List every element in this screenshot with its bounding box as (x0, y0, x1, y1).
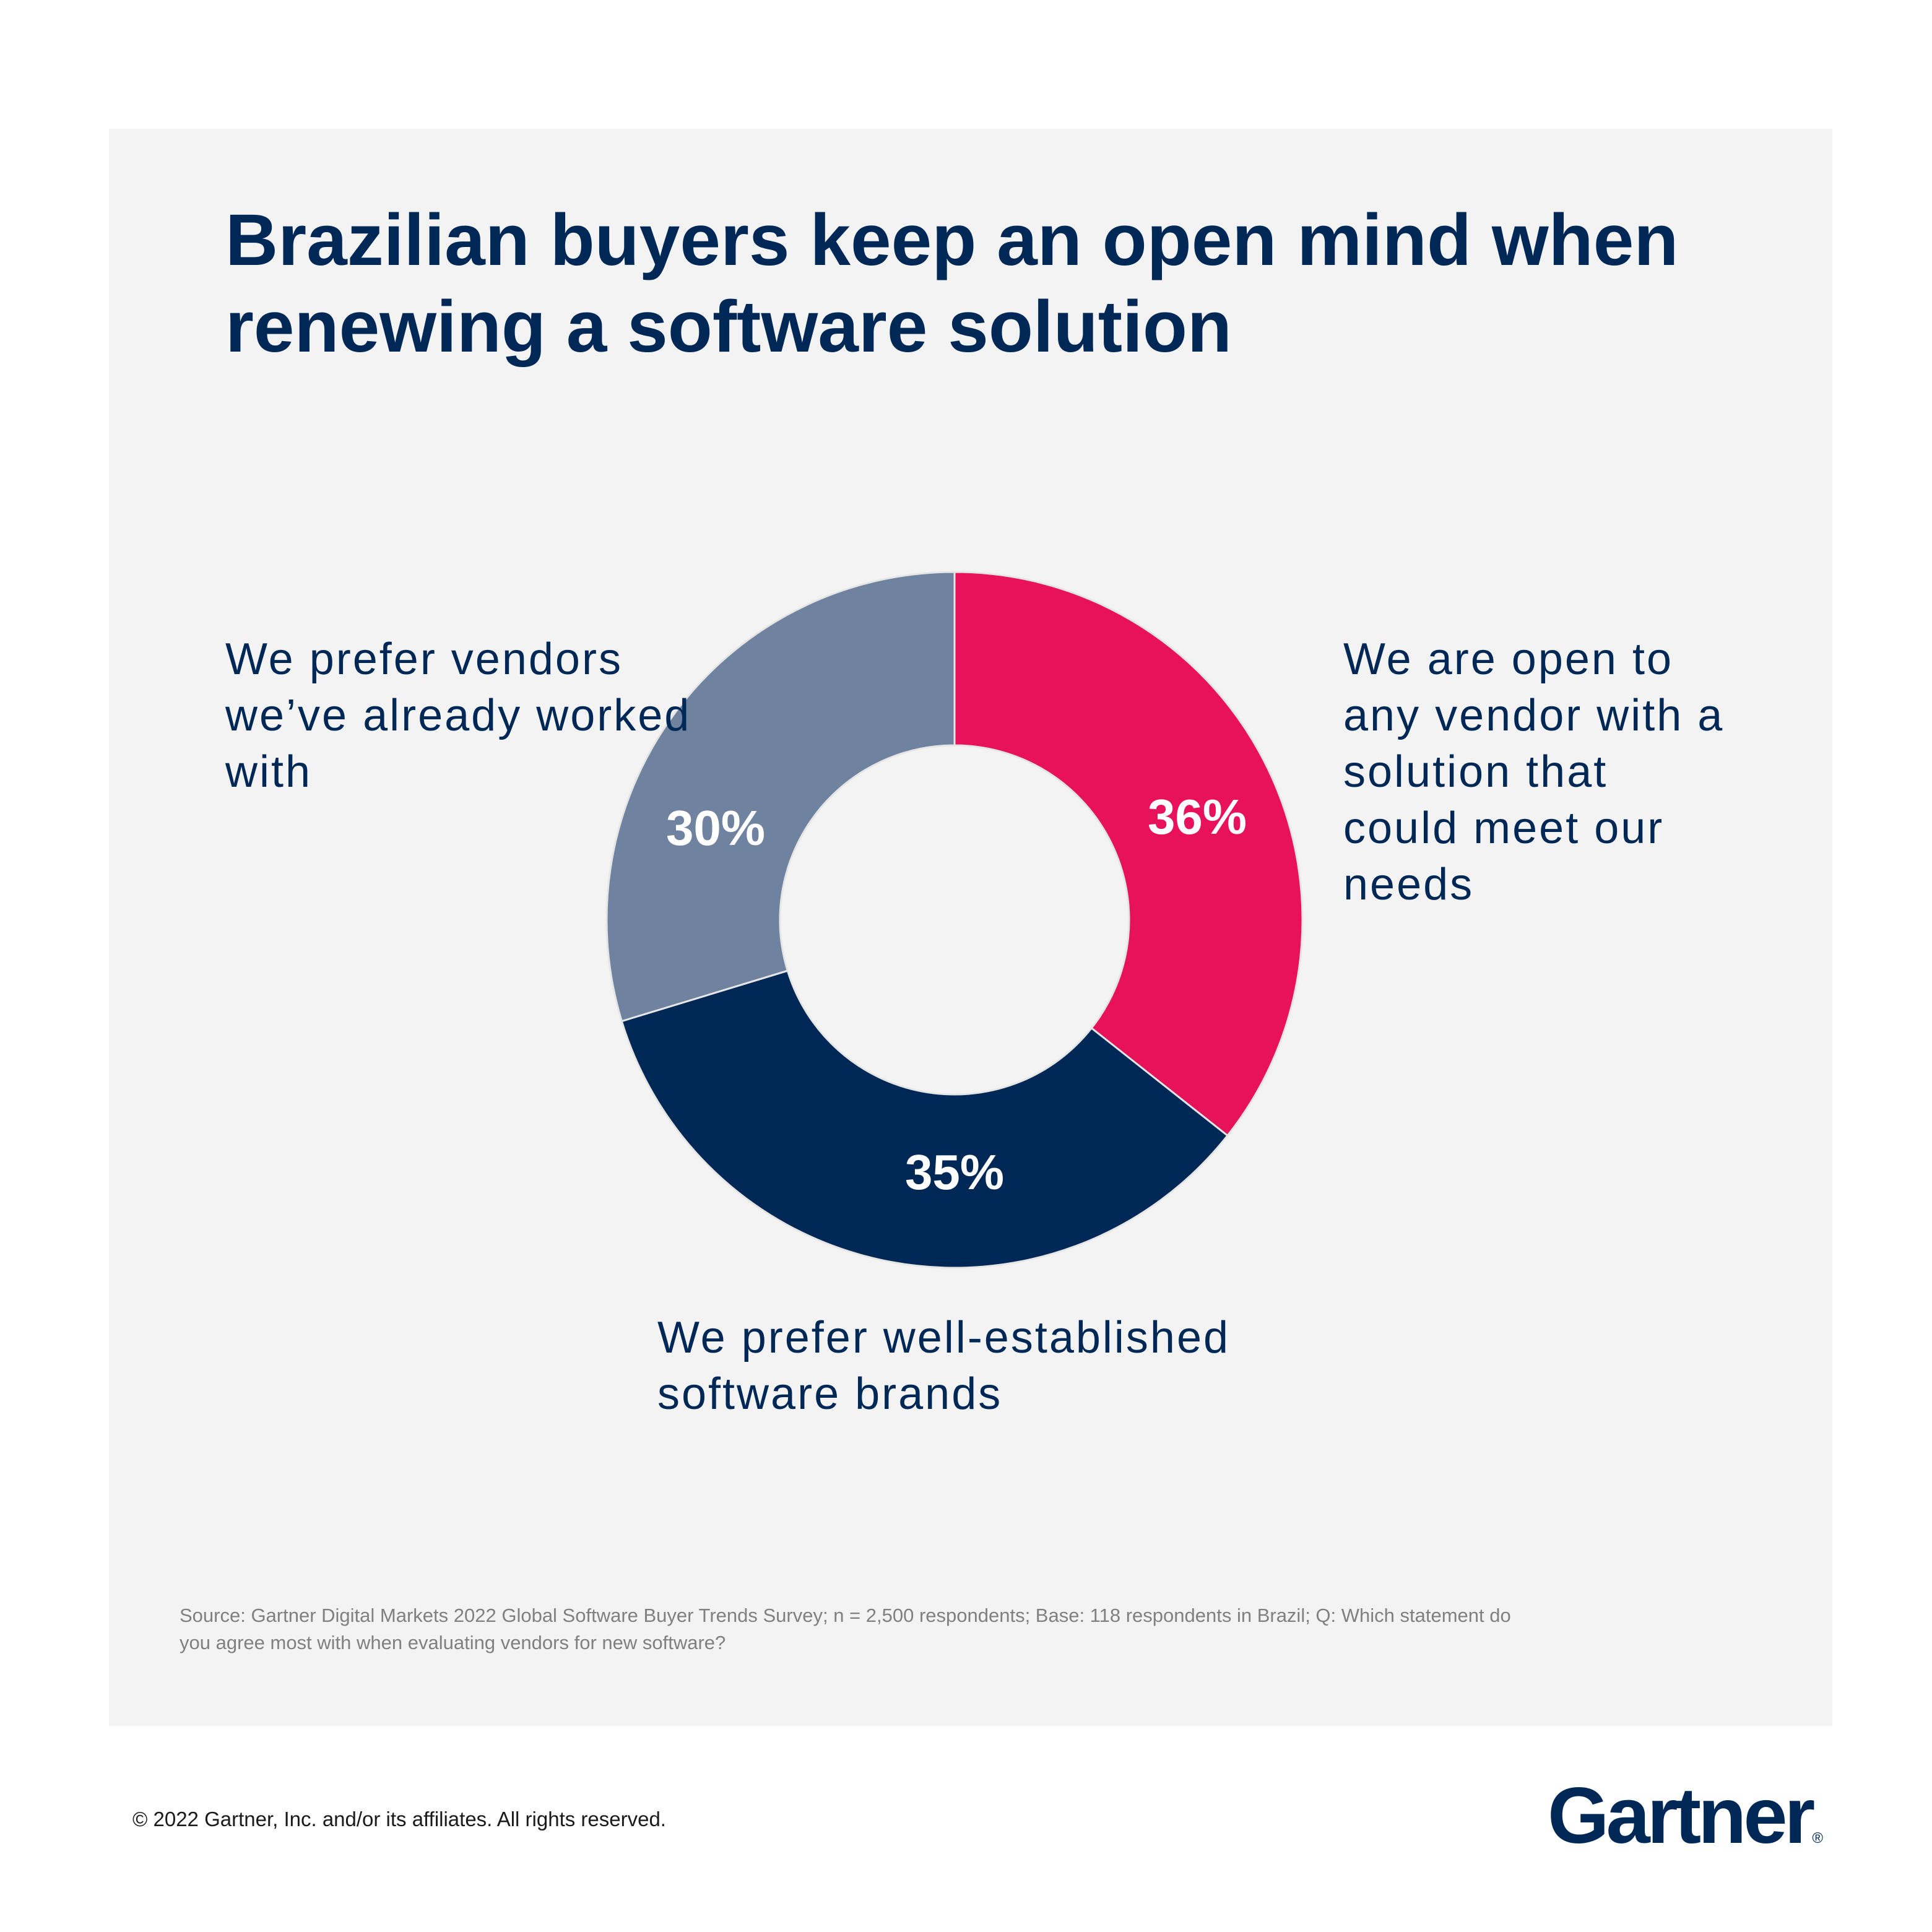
logo: Gartner® (1548, 1770, 1823, 1861)
chart-title: Brazilian buyers keep an open mind when … (225, 199, 1679, 368)
category-label: We prefer vendors we’ve already worked w… (225, 635, 691, 797)
logo-text: Gartner (1547, 1772, 1815, 1860)
panel (109, 129, 1832, 1726)
logo-mark: ® (1812, 1830, 1823, 1847)
value-label: 36% (1148, 789, 1247, 844)
category-label: We prefer well-established software bran… (657, 1313, 1231, 1419)
slice (620, 969, 1229, 1269)
category-label: We are open to any vendor with a solutio… (1343, 635, 1725, 909)
value-label: 30% (666, 800, 765, 856)
copyright: © 2022 Gartner, Inc. and/or its affiliat… (132, 1808, 666, 1830)
value-label: 35% (905, 1145, 1004, 1200)
slice (953, 571, 1304, 1137)
source-note: Source: Gartner Digital Markets 2022 Glo… (180, 1605, 1511, 1653)
slice (605, 571, 956, 1023)
